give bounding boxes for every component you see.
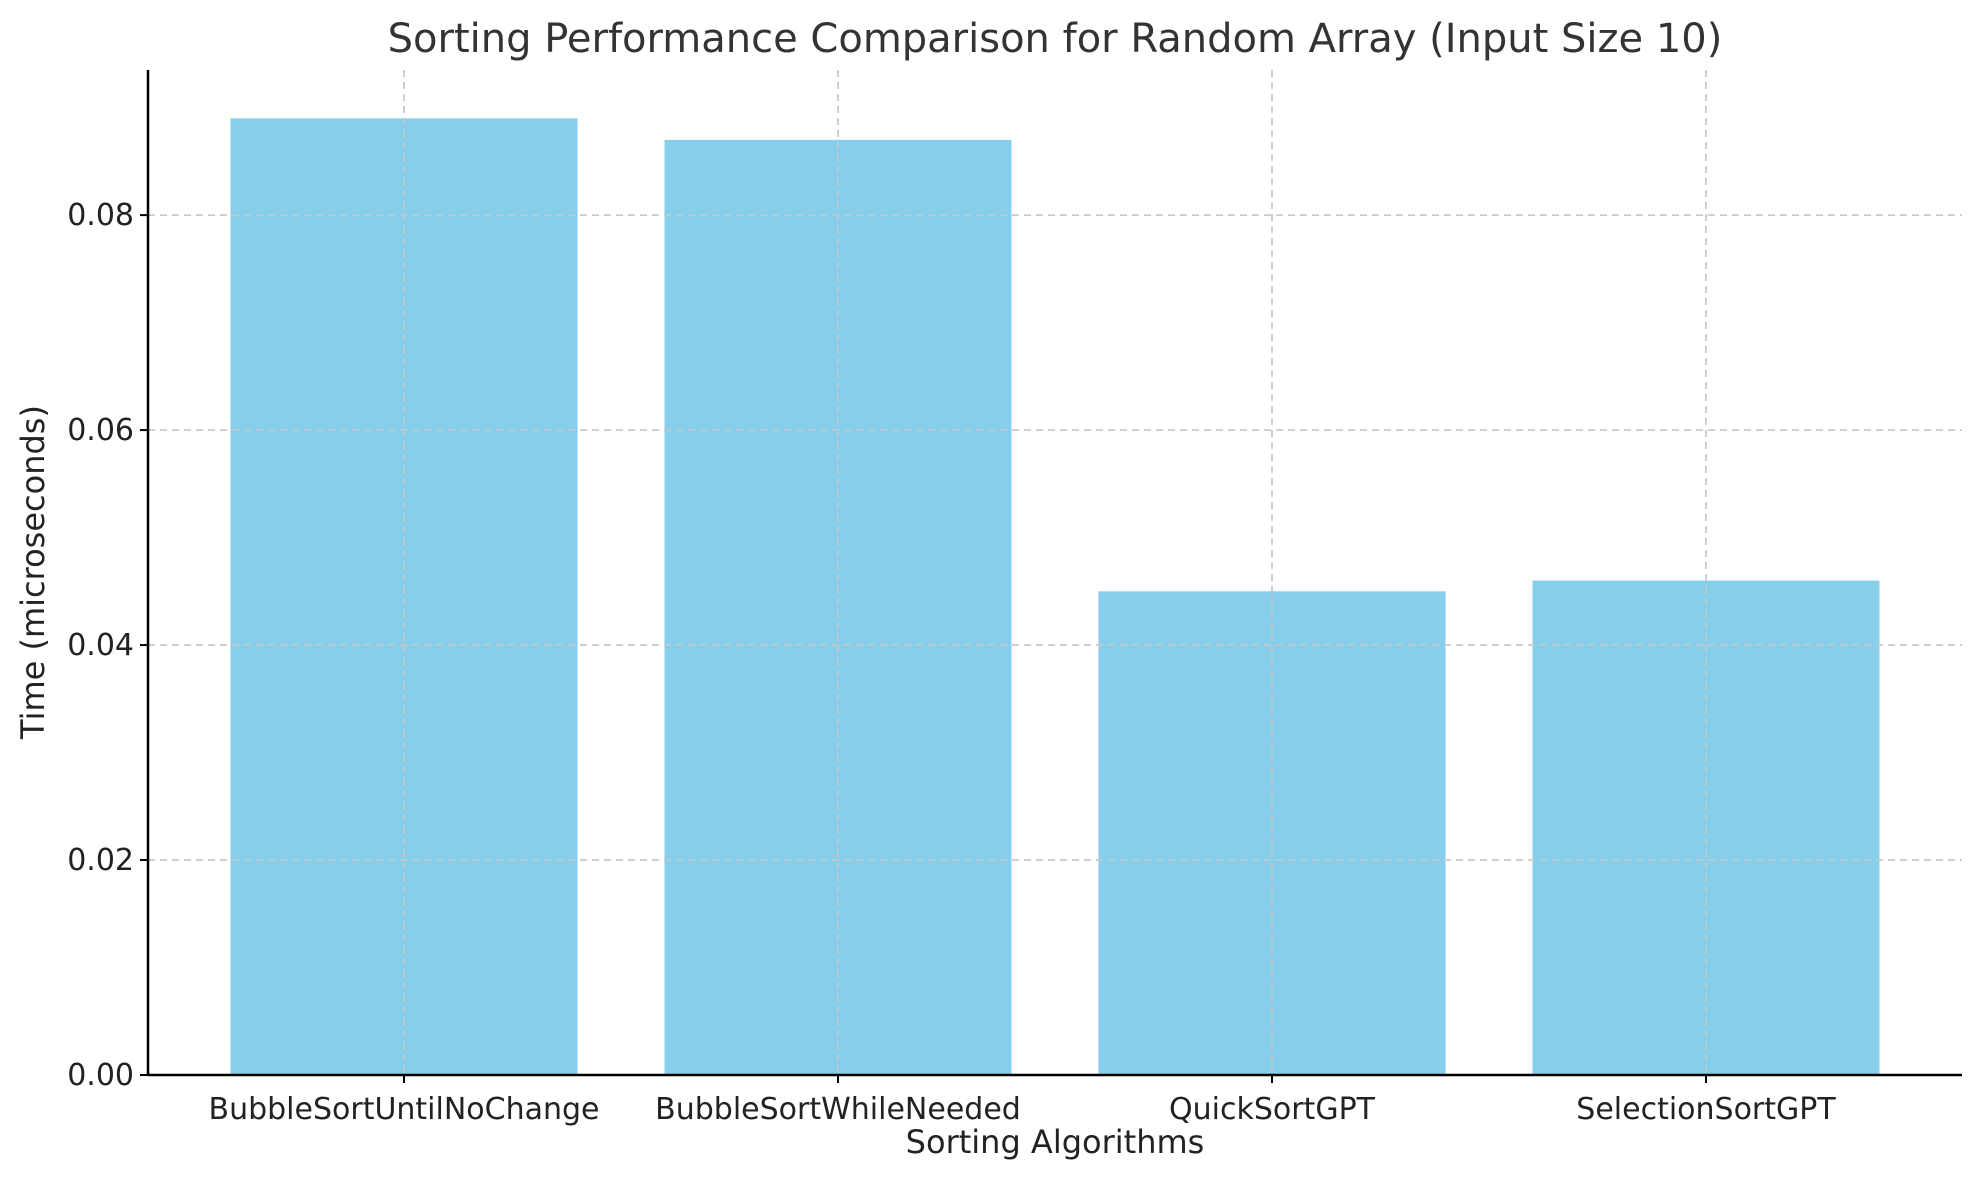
y-tick-label: 0.00 xyxy=(67,1058,134,1093)
x-tick-label: SelectionSortGPT xyxy=(1576,1092,1836,1127)
x-tick-label: BubbleSortWhileNeeded xyxy=(655,1092,1021,1127)
bars xyxy=(230,118,1880,1076)
x-tick-label: BubbleSortUntilNoChange xyxy=(208,1092,599,1127)
chart-title: Sorting Performance Comparison for Rando… xyxy=(388,16,1723,62)
y-tick-label: 0.04 xyxy=(67,628,134,663)
grid-overlay xyxy=(148,70,1962,1075)
y-tick-label: 0.08 xyxy=(67,198,134,233)
y-axis-label: Time (microseconds) xyxy=(14,405,52,740)
y-tick-label: 0.02 xyxy=(67,843,134,878)
x-axis-label: Sorting Algorithms xyxy=(906,1123,1205,1161)
y-tick-labels: 0.00 0.02 0.04 0.06 0.08 xyxy=(67,198,148,1093)
x-tick-labels: BubbleSortUntilNoChange BubbleSortWhileNe… xyxy=(208,1075,1836,1127)
y-tick-label: 0.06 xyxy=(67,413,134,448)
bar xyxy=(664,139,1012,1075)
axes xyxy=(146,70,1962,1077)
bar xyxy=(230,118,578,1076)
x-tick-label: QuickSortGPT xyxy=(1169,1092,1376,1127)
